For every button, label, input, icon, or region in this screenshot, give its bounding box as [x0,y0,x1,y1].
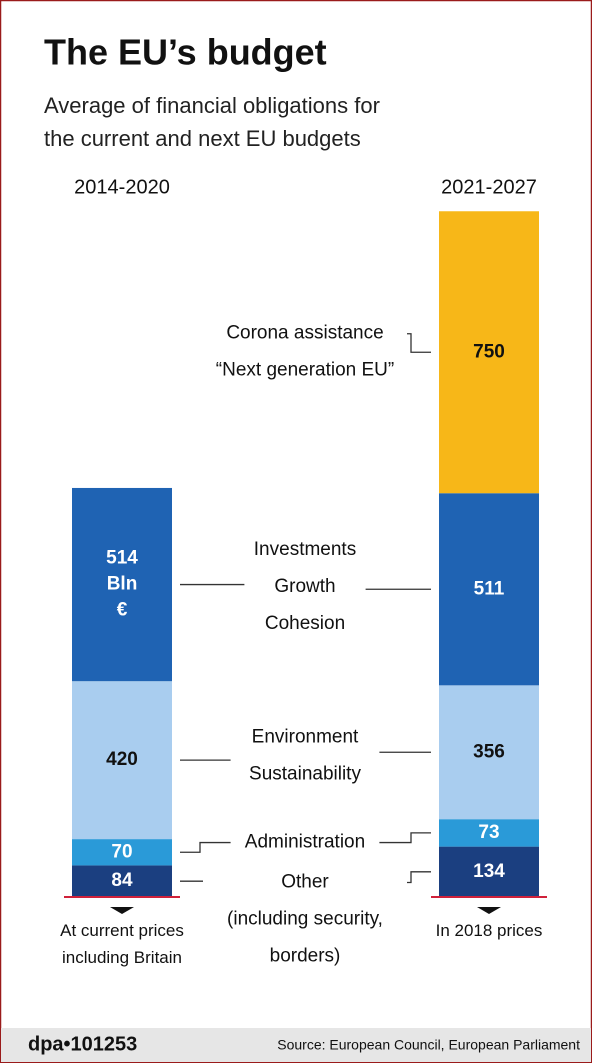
value-label: 750 [473,341,505,362]
connector [180,841,231,853]
series-label: Administration [245,832,365,853]
category-note: At current prices including Britain [60,921,184,967]
bar-segment [72,681,172,840]
series-label: Environment Sustainability [249,727,361,785]
category-label: 2021-2027 [441,176,537,198]
bar-segment [439,819,539,847]
pointer [477,907,501,914]
bar-segment [439,685,539,820]
category-note: In 2018 prices [436,921,543,940]
series-label: Corona assistance “Next generation EU” [216,323,394,381]
value-label: 70 [111,841,132,862]
bar-segment [439,846,539,897]
bar-segment [72,487,172,682]
value-label: 511 [474,578,505,599]
bar-segment [72,865,172,897]
value-label: 514 Bln € [106,548,138,621]
connector [407,333,431,353]
pointer [110,907,134,914]
value-label: 420 [106,749,138,770]
value-label: 356 [473,741,505,762]
category-label: 2014-2020 [74,176,170,198]
bar-segment [439,493,539,686]
chart-subtitle: Average of financial obligations for the … [44,93,380,151]
value-label: 134 [473,861,505,882]
chart-title: The EU’s budget [44,32,327,73]
connector [379,832,431,844]
connector [407,871,431,884]
bar-segment [439,211,539,494]
footer-band [1,1028,591,1062]
footer-id: dpa•101253 [28,1033,137,1055]
value-label: 84 [111,870,133,891]
series-label: Investments Growth Cohesion [254,539,356,634]
value-label: 73 [478,822,499,843]
series-label: Other (including security, borders) [227,872,383,967]
bar-segment [72,839,172,866]
footer-source: Source: European Council, European Parli… [277,1037,580,1053]
